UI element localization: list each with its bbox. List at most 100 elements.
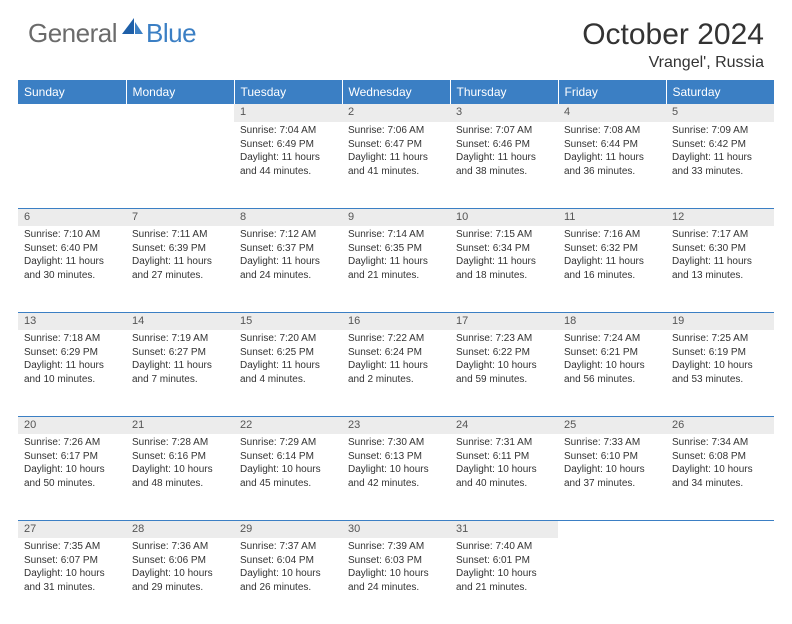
day-content: Sunrise: 7:23 AMSunset: 6:22 PMDaylight:… — [450, 330, 558, 390]
day-content — [666, 538, 774, 544]
day-number-cell: 27 — [18, 520, 126, 538]
week-content-row: Sunrise: 7:26 AMSunset: 6:17 PMDaylight:… — [18, 434, 774, 520]
day-cell: Sunrise: 7:23 AMSunset: 6:22 PMDaylight:… — [450, 330, 558, 416]
week-content-row: Sunrise: 7:35 AMSunset: 6:07 PMDaylight:… — [18, 538, 774, 624]
header: General Blue October 2024 Vrangel', Russ… — [0, 0, 792, 80]
day-cell: Sunrise: 7:16 AMSunset: 6:32 PMDaylight:… — [558, 226, 666, 312]
day-cell: Sunrise: 7:35 AMSunset: 6:07 PMDaylight:… — [18, 538, 126, 624]
day-header: Sunday — [18, 80, 126, 104]
day-cell: Sunrise: 7:36 AMSunset: 6:06 PMDaylight:… — [126, 538, 234, 624]
day-number-cell: 1 — [234, 104, 342, 122]
day-content: Sunrise: 7:12 AMSunset: 6:37 PMDaylight:… — [234, 226, 342, 286]
day-number-cell: 22 — [234, 416, 342, 434]
day-content: Sunrise: 7:40 AMSunset: 6:01 PMDaylight:… — [450, 538, 558, 598]
day-cell: Sunrise: 7:34 AMSunset: 6:08 PMDaylight:… — [666, 434, 774, 520]
day-content: Sunrise: 7:25 AMSunset: 6:19 PMDaylight:… — [666, 330, 774, 390]
day-content: Sunrise: 7:06 AMSunset: 6:47 PMDaylight:… — [342, 122, 450, 182]
day-cell: Sunrise: 7:07 AMSunset: 6:46 PMDaylight:… — [450, 122, 558, 208]
day-cell — [18, 122, 126, 208]
day-content: Sunrise: 7:04 AMSunset: 6:49 PMDaylight:… — [234, 122, 342, 182]
logo-text-general: General — [28, 18, 117, 49]
day-content: Sunrise: 7:07 AMSunset: 6:46 PMDaylight:… — [450, 122, 558, 182]
day-number-cell: 17 — [450, 312, 558, 330]
day-content: Sunrise: 7:30 AMSunset: 6:13 PMDaylight:… — [342, 434, 450, 494]
day-cell: Sunrise: 7:14 AMSunset: 6:35 PMDaylight:… — [342, 226, 450, 312]
day-number-cell: 8 — [234, 208, 342, 226]
day-cell: Sunrise: 7:20 AMSunset: 6:25 PMDaylight:… — [234, 330, 342, 416]
week-content-row: Sunrise: 7:10 AMSunset: 6:40 PMDaylight:… — [18, 226, 774, 312]
day-content: Sunrise: 7:37 AMSunset: 6:04 PMDaylight:… — [234, 538, 342, 598]
day-number-cell: 30 — [342, 520, 450, 538]
day-cell: Sunrise: 7:40 AMSunset: 6:01 PMDaylight:… — [450, 538, 558, 624]
day-cell: Sunrise: 7:10 AMSunset: 6:40 PMDaylight:… — [18, 226, 126, 312]
day-cell — [126, 122, 234, 208]
day-number-cell: 16 — [342, 312, 450, 330]
day-cell: Sunrise: 7:22 AMSunset: 6:24 PMDaylight:… — [342, 330, 450, 416]
day-content: Sunrise: 7:39 AMSunset: 6:03 PMDaylight:… — [342, 538, 450, 598]
day-content — [558, 538, 666, 544]
logo: General Blue — [28, 18, 196, 49]
day-number-cell: 25 — [558, 416, 666, 434]
day-number-cell: 13 — [18, 312, 126, 330]
day-cell: Sunrise: 7:31 AMSunset: 6:11 PMDaylight:… — [450, 434, 558, 520]
day-content: Sunrise: 7:08 AMSunset: 6:44 PMDaylight:… — [558, 122, 666, 182]
day-cell: Sunrise: 7:06 AMSunset: 6:47 PMDaylight:… — [342, 122, 450, 208]
day-number-cell: 15 — [234, 312, 342, 330]
day-content: Sunrise: 7:26 AMSunset: 6:17 PMDaylight:… — [18, 434, 126, 494]
day-number-cell — [126, 104, 234, 122]
day-content: Sunrise: 7:35 AMSunset: 6:07 PMDaylight:… — [18, 538, 126, 598]
day-number-cell: 21 — [126, 416, 234, 434]
day-number-cell: 19 — [666, 312, 774, 330]
day-number-cell: 7 — [126, 208, 234, 226]
day-cell: Sunrise: 7:37 AMSunset: 6:04 PMDaylight:… — [234, 538, 342, 624]
day-content: Sunrise: 7:29 AMSunset: 6:14 PMDaylight:… — [234, 434, 342, 494]
day-number-cell: 6 — [18, 208, 126, 226]
page-title: October 2024 — [582, 18, 764, 52]
day-number-cell: 2 — [342, 104, 450, 122]
day-number-cell: 5 — [666, 104, 774, 122]
daynum-row: 2728293031 — [18, 520, 774, 538]
day-cell: Sunrise: 7:12 AMSunset: 6:37 PMDaylight:… — [234, 226, 342, 312]
day-number-cell: 10 — [450, 208, 558, 226]
day-content: Sunrise: 7:31 AMSunset: 6:11 PMDaylight:… — [450, 434, 558, 494]
daynum-row: 13141516171819 — [18, 312, 774, 330]
day-number-cell: 11 — [558, 208, 666, 226]
day-content: Sunrise: 7:24 AMSunset: 6:21 PMDaylight:… — [558, 330, 666, 390]
day-cell: Sunrise: 7:25 AMSunset: 6:19 PMDaylight:… — [666, 330, 774, 416]
day-header: Thursday — [450, 80, 558, 104]
day-content: Sunrise: 7:34 AMSunset: 6:08 PMDaylight:… — [666, 434, 774, 494]
logo-sail-icon — [122, 18, 144, 41]
day-cell: Sunrise: 7:29 AMSunset: 6:14 PMDaylight:… — [234, 434, 342, 520]
day-number-cell: 29 — [234, 520, 342, 538]
day-cell: Sunrise: 7:17 AMSunset: 6:30 PMDaylight:… — [666, 226, 774, 312]
day-cell: Sunrise: 7:39 AMSunset: 6:03 PMDaylight:… — [342, 538, 450, 624]
day-number-cell: 31 — [450, 520, 558, 538]
page-subtitle: Vrangel', Russia — [582, 54, 764, 72]
daynum-row: 6789101112 — [18, 208, 774, 226]
day-number-cell: 20 — [18, 416, 126, 434]
daynum-row: 20212223242526 — [18, 416, 774, 434]
day-content: Sunrise: 7:09 AMSunset: 6:42 PMDaylight:… — [666, 122, 774, 182]
day-header: Saturday — [666, 80, 774, 104]
day-content: Sunrise: 7:15 AMSunset: 6:34 PMDaylight:… — [450, 226, 558, 286]
day-content: Sunrise: 7:18 AMSunset: 6:29 PMDaylight:… — [18, 330, 126, 390]
day-content — [126, 122, 234, 128]
day-cell: Sunrise: 7:15 AMSunset: 6:34 PMDaylight:… — [450, 226, 558, 312]
day-number-cell: 24 — [450, 416, 558, 434]
title-block: October 2024 Vrangel', Russia — [582, 18, 764, 72]
week-content-row: Sunrise: 7:18 AMSunset: 6:29 PMDaylight:… — [18, 330, 774, 416]
day-cell: Sunrise: 7:08 AMSunset: 6:44 PMDaylight:… — [558, 122, 666, 208]
day-cell — [666, 538, 774, 624]
day-number-cell: 3 — [450, 104, 558, 122]
calendar-table: Sunday Monday Tuesday Wednesday Thursday… — [18, 80, 774, 624]
day-content: Sunrise: 7:19 AMSunset: 6:27 PMDaylight:… — [126, 330, 234, 390]
day-cell: Sunrise: 7:26 AMSunset: 6:17 PMDaylight:… — [18, 434, 126, 520]
day-content: Sunrise: 7:22 AMSunset: 6:24 PMDaylight:… — [342, 330, 450, 390]
day-content: Sunrise: 7:14 AMSunset: 6:35 PMDaylight:… — [342, 226, 450, 286]
day-header: Wednesday — [342, 80, 450, 104]
day-number-cell: 18 — [558, 312, 666, 330]
daynum-row: 12345 — [18, 104, 774, 122]
day-cell: Sunrise: 7:18 AMSunset: 6:29 PMDaylight:… — [18, 330, 126, 416]
day-content: Sunrise: 7:33 AMSunset: 6:10 PMDaylight:… — [558, 434, 666, 494]
day-content: Sunrise: 7:16 AMSunset: 6:32 PMDaylight:… — [558, 226, 666, 286]
